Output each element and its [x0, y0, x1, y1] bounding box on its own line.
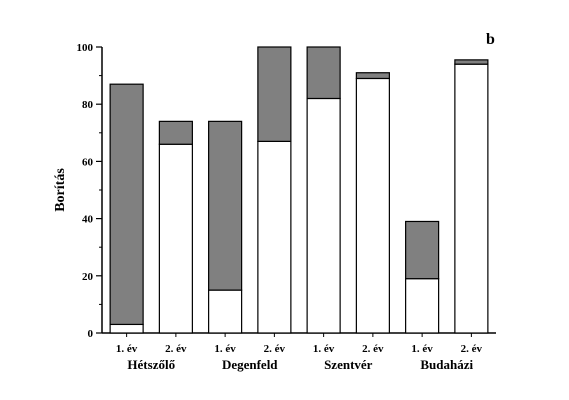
group-label: Szentvér	[324, 357, 373, 372]
x-tick-label: 1. év	[116, 343, 138, 355]
x-tick-label: 1. év	[411, 343, 433, 355]
x-tick-label: 2. év	[165, 343, 187, 355]
bar-segment-grey	[306, 46, 341, 100]
x-tick-label: 1. év	[214, 343, 236, 355]
group-label: Budaházi	[420, 357, 473, 372]
y-tick-label: 60	[82, 156, 94, 168]
y-tick-label: 40	[82, 214, 94, 226]
bar-segment-white	[208, 289, 243, 334]
y-tick-label: 100	[77, 42, 94, 54]
bar-segment-grey	[158, 120, 193, 145]
bar-segment-white	[355, 77, 390, 334]
x-tick-label: 2. év	[264, 343, 286, 355]
bar-segment-white	[257, 140, 292, 334]
bar-segment-white	[158, 143, 193, 334]
bar-segment-white	[306, 97, 341, 334]
y-tick-label: 80	[82, 99, 94, 111]
group-label: Degenfeld	[222, 357, 278, 372]
x-tick-label: 2. év	[362, 343, 384, 355]
bar-segment-white	[109, 323, 144, 334]
bar-segment-white	[454, 63, 489, 334]
x-tick-label: 2. év	[461, 343, 483, 355]
y-tick-label: 0	[88, 328, 94, 340]
group-label: Hétszőlő	[127, 357, 175, 372]
bar-segment-grey	[109, 83, 144, 326]
y-axis-title: Borítás	[53, 168, 68, 212]
bar-segment-grey	[355, 72, 390, 80]
x-tick-label: 1. év	[313, 343, 335, 355]
panel-label: b	[486, 31, 495, 48]
bar-segment-grey	[454, 59, 489, 65]
bar-segment-grey	[405, 220, 440, 280]
bar-segment-white	[405, 278, 440, 334]
bar-segment-grey	[257, 46, 292, 142]
y-tick-label: 20	[82, 271, 94, 283]
bar-segment-grey	[208, 120, 243, 291]
